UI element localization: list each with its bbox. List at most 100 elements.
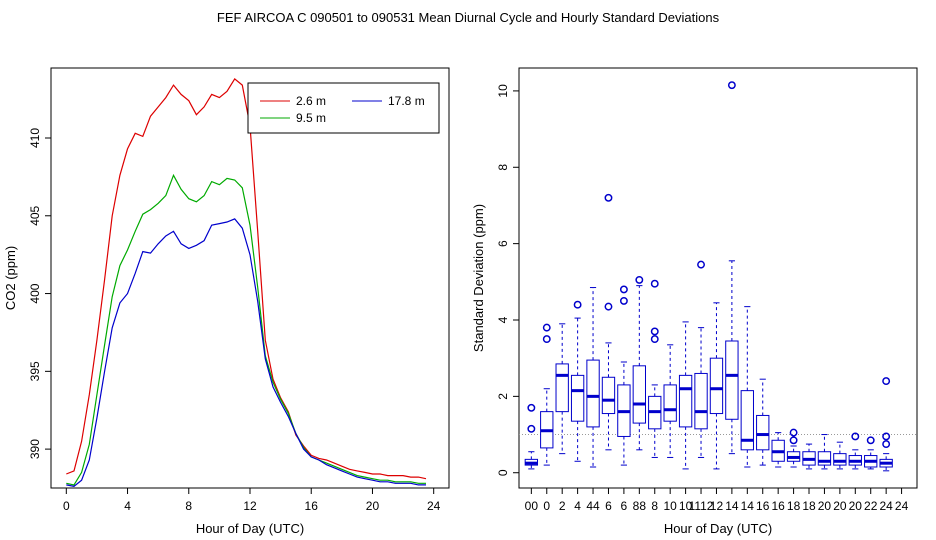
right-box-marks — [524, 81, 893, 472]
right-x-tick-label: 12 — [710, 499, 724, 513]
right-x-tick-label: 4 — [574, 499, 581, 513]
right-x-tick-label: 0 — [543, 499, 550, 513]
outlier-point — [573, 300, 582, 309]
iqr-box — [740, 390, 754, 451]
outlier-point — [527, 424, 536, 433]
iqr-box — [632, 365, 646, 424]
outlier-point — [727, 81, 736, 90]
outlier-point — [789, 436, 798, 445]
outlier-point — [619, 285, 628, 294]
iqr-box — [555, 363, 569, 413]
box-hour-13 — [725, 81, 739, 455]
right-y-tick-label: 8 — [496, 164, 510, 171]
left-x-tick-label: 12 — [243, 499, 257, 513]
left-x-tick-label: 16 — [305, 499, 319, 513]
legend-label-2-6m: 2.6 m — [296, 94, 326, 108]
outlier-point — [650, 279, 659, 288]
outlier-point — [882, 432, 891, 441]
left-series-lines — [66, 78, 427, 488]
iqr-box — [833, 453, 847, 466]
left-y-tick-label: 390 — [28, 439, 42, 459]
right-x-tick-label: 88 — [633, 499, 647, 513]
legend: 2.6 m 9.5 m 17.8 m — [247, 82, 440, 134]
box-hour-1 — [540, 323, 554, 466]
outlier-point — [542, 323, 551, 332]
outlier-point — [542, 335, 551, 344]
right-x-tick-label: 44 — [586, 499, 600, 513]
right-x-tick-label: 18 — [802, 499, 816, 513]
right-plot-frame — [518, 67, 918, 489]
iqr-box — [756, 414, 770, 451]
right-x-axis-label: Hour of Day (UTC) — [664, 521, 772, 536]
right-x-tick-label: 2 — [559, 499, 566, 513]
left-x-tick-label: 20 — [366, 499, 380, 513]
box-hour-23 — [879, 377, 893, 472]
left-x-tick-label: 0 — [63, 499, 70, 513]
left-x-tick-label: 4 — [124, 499, 131, 513]
series-line-17-8-m — [66, 218, 426, 488]
box-hour-15 — [756, 378, 770, 466]
right-x-tick-label: 14 — [725, 499, 739, 513]
series-line-9-5-m — [66, 173, 426, 486]
box-hour-19 — [817, 434, 832, 470]
iqr-box — [601, 376, 616, 415]
right-x-tick-label: 10 — [663, 499, 677, 513]
right-x-tick-label: 18 — [787, 499, 801, 513]
box-hour-12 — [709, 302, 724, 470]
box-hour-9 — [663, 344, 677, 458]
outlier-point — [650, 335, 659, 344]
iqr-box — [725, 340, 739, 420]
outlier-point — [697, 260, 705, 269]
iqr-box — [817, 451, 832, 466]
right-x-tick-label: 20 — [849, 499, 863, 513]
right-x-tick-label: 24 — [879, 499, 893, 513]
box-hour-3 — [570, 300, 585, 462]
outlier-point — [635, 275, 644, 284]
right-y-tick-label: 0 — [496, 469, 510, 476]
right-y-tick-label: 6 — [496, 240, 510, 247]
outlier-point — [527, 403, 536, 412]
iqr-box — [678, 374, 693, 428]
outlier-point — [882, 440, 891, 449]
right-x-tick-label: 10 — [679, 499, 693, 513]
legend-box — [247, 82, 440, 134]
box-hour-10 — [678, 321, 693, 470]
right-x-tick-label: 00 — [525, 499, 539, 513]
right-x-tick-label: 16 — [771, 499, 785, 513]
right-x-tick-label: 16 — [756, 499, 770, 513]
left-y-tick-label: 400 — [28, 283, 42, 303]
outlier-point — [882, 377, 891, 386]
right-x-tick-label: 14 — [741, 499, 755, 513]
figure-title: FEF AIRCOA C 090501 to 090531 Mean Diurn… — [217, 10, 720, 25]
box-hour-4 — [586, 287, 600, 468]
right-y-tick-label: 4 — [496, 316, 510, 323]
right-y-tick-label: 2 — [496, 393, 510, 400]
box-hour-6 — [617, 285, 631, 466]
box-hour-5 — [601, 193, 616, 451]
outlier-point — [851, 432, 860, 441]
left-y-tick-label: 410 — [28, 128, 42, 148]
iqr-box — [709, 357, 724, 415]
right-x-tick-label: 6 — [605, 499, 612, 513]
outlier-point — [619, 296, 628, 305]
box-hour-17 — [786, 428, 801, 468]
right-y-axis-label: Standard Deviation (ppm) — [471, 204, 486, 352]
box-hour-0 — [524, 403, 539, 470]
box-hour-14 — [740, 306, 754, 468]
box-hour-11 — [694, 260, 708, 458]
box-hour-16 — [771, 432, 785, 468]
legend-label-9-5m: 9.5 m — [296, 111, 326, 125]
right-x-tick-label: 1112 — [689, 499, 714, 513]
legend-label-17-8m: 17.8 m — [388, 94, 425, 108]
outlier-point — [789, 428, 798, 437]
box-hour-20 — [833, 441, 847, 470]
box-hour-7 — [632, 275, 646, 451]
right-x-tick-label: 8 — [651, 499, 658, 513]
outlier-point — [866, 436, 875, 445]
left-y-axis-label: CO2 (ppm) — [3, 246, 18, 310]
left-axes: 0 4 8 12 16 20 24 390 395 400 405 410 — [28, 128, 441, 513]
iqr-box — [570, 374, 585, 422]
